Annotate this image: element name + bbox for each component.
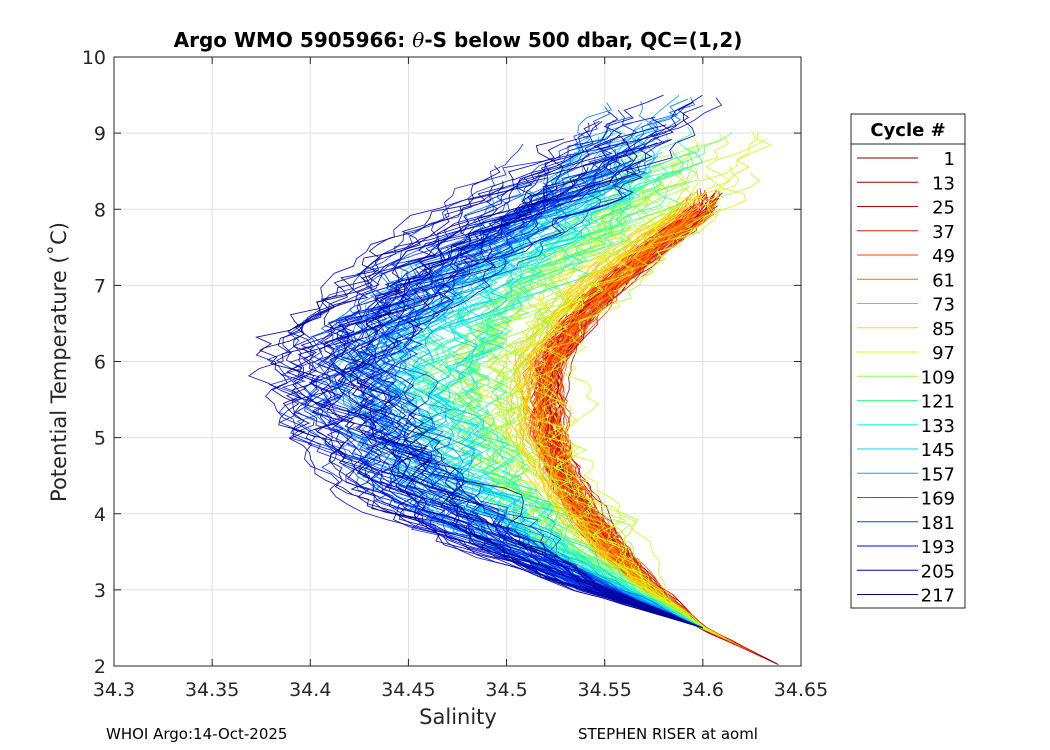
legend-label: 61 [932,270,955,291]
profile-line [481,174,747,636]
profile-line [370,174,698,626]
y-tick-label: 9 [94,123,106,145]
legend-label: 217 [921,586,955,607]
y-tick-label: 4 [94,504,106,526]
y-tick-label: 3 [94,580,106,602]
profile-line [349,166,694,625]
profile-line [279,185,701,628]
legend-label: 181 [921,513,955,534]
profile-line [277,121,703,629]
y-tick-label: 10 [82,47,106,69]
profile-line [543,165,740,636]
profile-line [364,97,723,626]
y-tick-label: 2 [94,656,106,678]
legend-label: 193 [921,537,955,558]
legend-label: 85 [932,319,955,340]
x-axis-label: Salinity [419,705,497,729]
legend-label: 25 [932,198,955,219]
profile-line [456,207,702,628]
legend-title: Cycle # [870,120,945,141]
legend-label: 73 [932,295,955,316]
profile-line [264,122,700,628]
profile-line [377,187,700,628]
profile-line [336,158,696,626]
footer-operator: STEPHEN RISER at aoml [578,725,758,743]
profile-line [516,207,721,635]
x-tick-label: 34.3 [93,679,135,701]
profile-line [513,187,721,637]
y-tick-label: 8 [94,199,106,221]
profile-line [440,163,702,628]
y-tick-label: 6 [94,352,106,374]
legend-label: 1 [944,149,955,170]
profile-line [337,182,699,627]
title-theta: θ [412,28,424,52]
profile-line [535,209,732,642]
legend-label: 157 [921,464,955,485]
y-tick-label: 7 [94,275,106,297]
legend-box [850,113,966,609]
title-suffix: -S below 500 dbar, QC=(1,2) [424,28,742,52]
profile-line [320,178,698,627]
x-tick-label: 34.6 [682,679,724,701]
profile-line [317,117,693,625]
legend-entries: 1 13 25 37 49 61 73 85 97 109 121 133 145 157 169 181 19… [857,149,955,607]
series-layer [247,94,779,666]
x-tick-label: 34.5 [485,679,527,701]
profile-line [497,173,761,631]
profile-line [323,177,700,628]
profile-line [468,159,698,626]
legend-label: 133 [921,416,955,437]
x-tick-label: 34.35 [185,679,239,701]
legend-label: 169 [921,489,955,510]
x-tick-label: 34.4 [289,679,331,701]
legend-label: 121 [921,392,955,413]
profile-line [539,215,732,643]
profile-line [349,105,704,629]
legend-label: 145 [921,440,955,461]
footer-credit: WHOI Argo:14-Oct-2025 [106,725,288,743]
legend-label: 109 [921,367,955,388]
profile-line [517,195,731,642]
y-tick-label: 5 [94,428,106,450]
legend-label: 13 [932,173,955,194]
profile-line [313,134,698,627]
x-tick-label: 34.45 [381,679,435,701]
profile-line [404,201,698,626]
x-tick-label: 34.65 [774,679,828,701]
profile-line [353,159,693,625]
profile-line [365,102,694,625]
legend: Cycle # 1 13 25 37 49 61 73 85 97 109 121 133 145 157… [850,113,966,609]
x-tick-label: 34.55 [578,679,632,701]
legend-label: 37 [932,222,955,243]
title-prefix: Argo WMO 5905966: [174,28,413,52]
y-axis-label: Potential Temperature (˚C) [47,222,71,502]
tick-layer: 34.3 34.35 34.4 34.45 34.5 34.55 34.6 34.65 2 3 4 5… [82,47,828,701]
profile-line [485,138,767,634]
legend-label: 49 [932,246,955,267]
chart-title: Argo WMO 5905966: θ-S below 500 dbar, QC… [174,28,743,52]
profile-line [408,157,699,627]
profile-line [530,130,759,638]
profile-line [370,193,697,626]
legend-label: 205 [921,561,955,582]
profile-line [551,203,736,644]
profile-line [516,136,730,636]
profile-line [390,128,697,626]
profile-line [340,166,696,626]
profile-line [286,180,700,628]
profile-line [247,111,696,626]
profile-line [254,165,703,629]
profile-line [349,94,703,629]
profile-line [255,138,701,628]
profile-line [457,144,700,625]
profile-line [437,197,701,628]
profile-line [465,126,703,628]
profile-line [534,130,773,635]
legend-label: 97 [932,343,955,364]
profile-line [449,166,701,627]
profile-line [302,153,702,628]
profile-line [291,140,694,626]
